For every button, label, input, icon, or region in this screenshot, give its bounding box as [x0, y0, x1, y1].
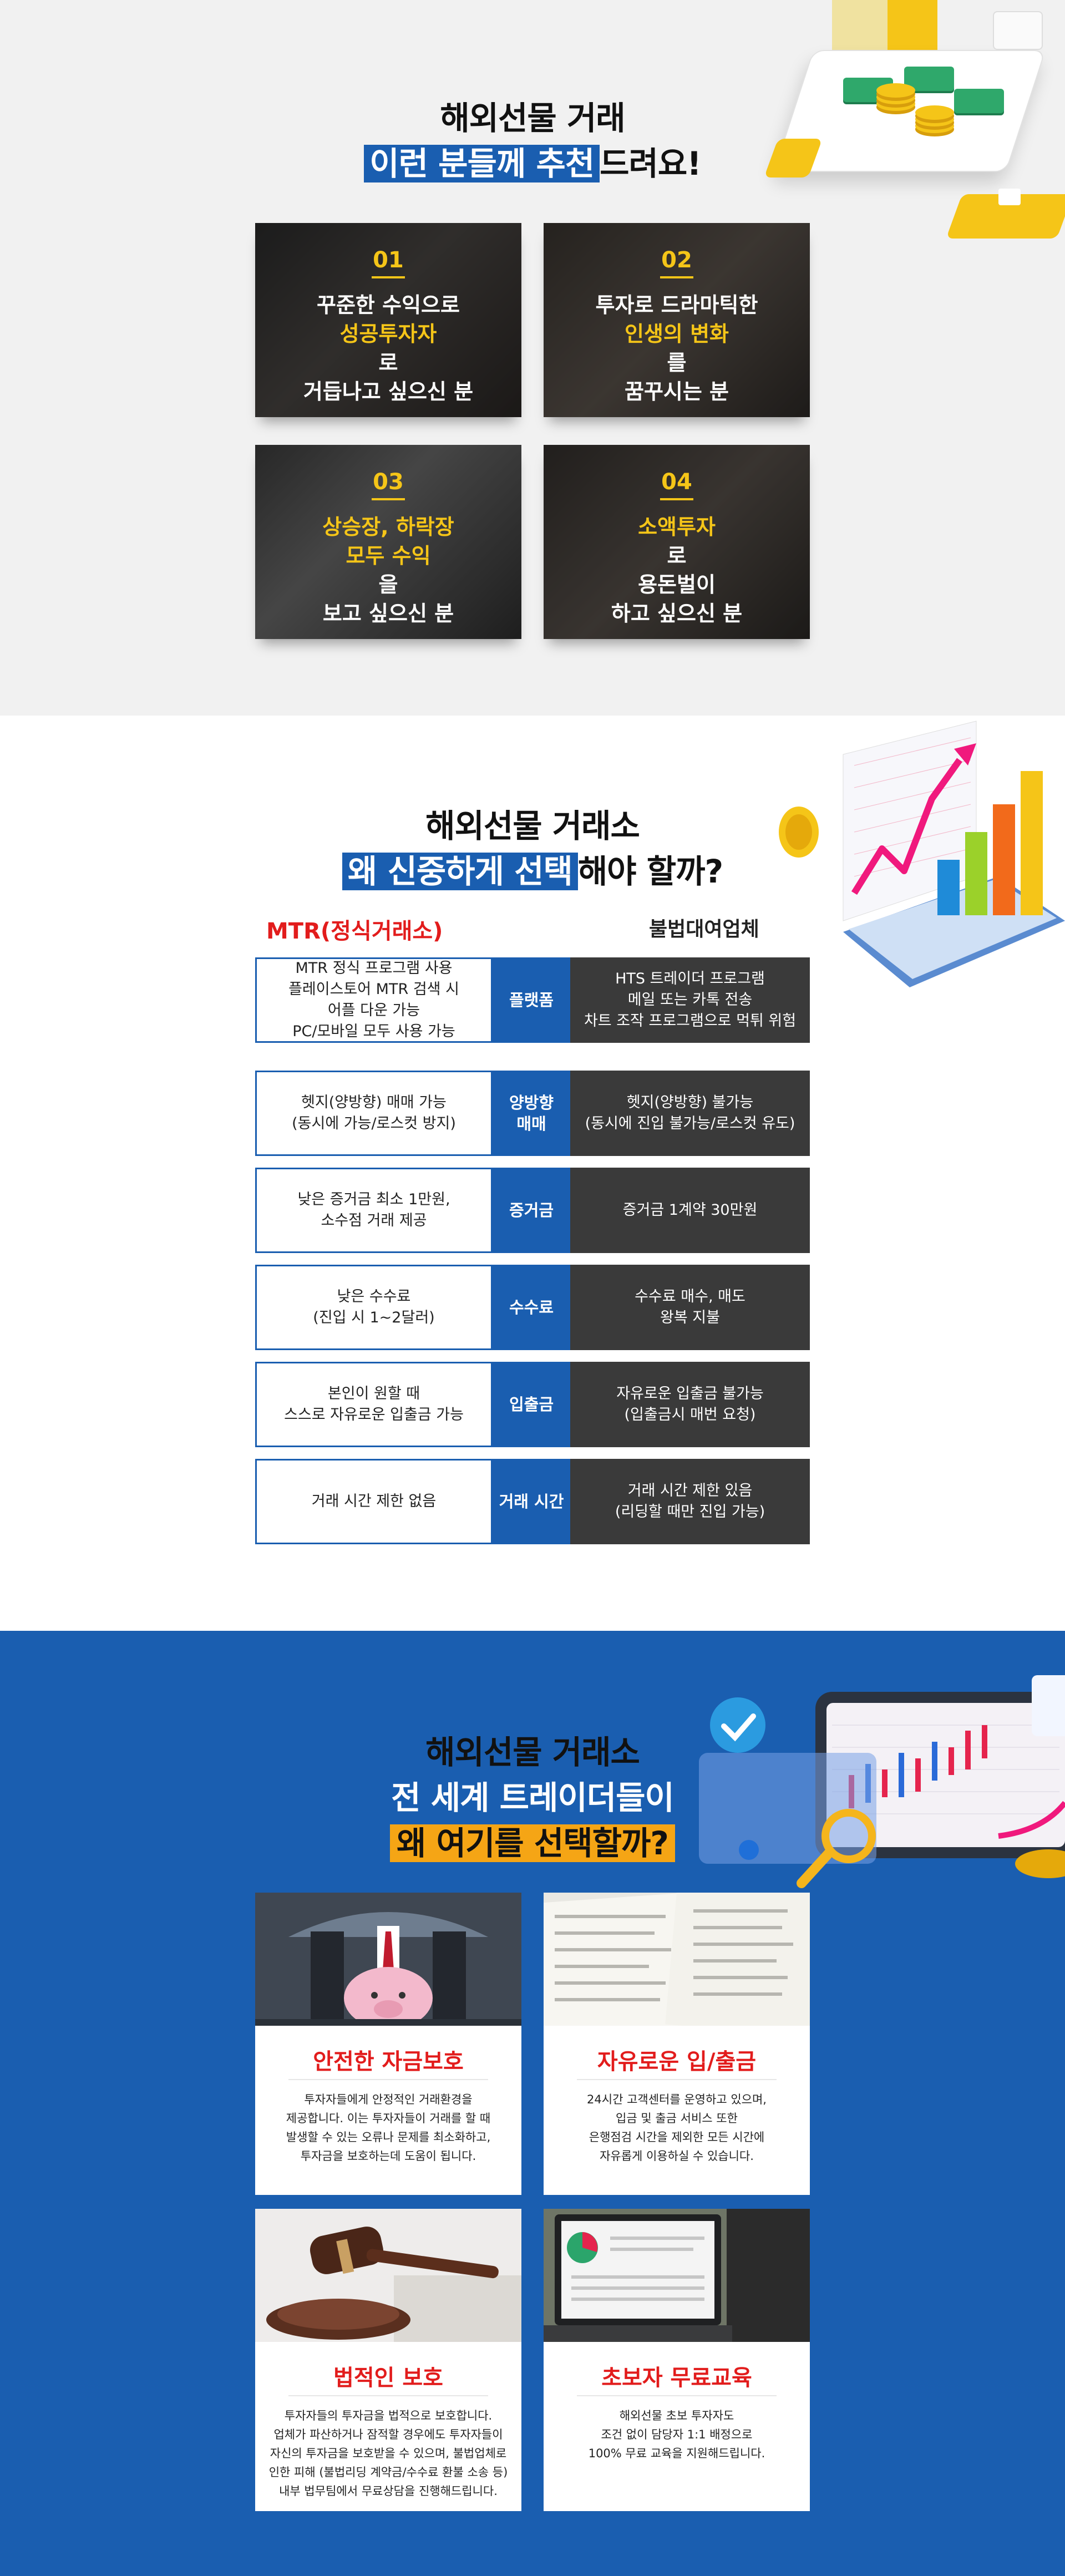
card-text: 소액투자 로 용돈벌이 하고 싶으신 분 — [544, 513, 810, 628]
card-text: 꾸준한 수익으로 성공투자자 로 거듭나고 싶으신 분 — [255, 291, 521, 406]
feature-description: 24시간 고객센터를 운영하고 있으며, 입금 및 출금 서비스 또한 은행점검 시… — [587, 2093, 767, 2163]
card-number: 04 — [544, 469, 810, 500]
recommend-card-02: 02 투자로 드라마틱한 인생의 변화 를 꿈꾸시는 분 — [544, 223, 810, 417]
judge-gavel-image — [255, 2209, 521, 2342]
comparison-row: MTR 정식 프로그램 사용 플레이스토어 MTR 검색 시 어플 다운 가능 PC/… — [255, 957, 810, 1043]
comparison-category: 수수료 — [493, 1265, 570, 1350]
recommend-title-highlight: 이런 분들께 추천 — [364, 145, 600, 182]
comparison-category: 거래 시간 — [493, 1459, 570, 1544]
feature-title: 안전한 자금보호 — [313, 2049, 464, 2075]
illegal-vendor-cell: 증거금 1계약 30만원 — [570, 1168, 810, 1253]
feature-card-free-deposit-withdrawal: 자유로운 입/출금 24시간 고객센터를 운영하고 있으며, 입금 및 출금 서비… — [544, 1893, 810, 2195]
illegal-vendor-header: 불법대여업체 — [649, 918, 759, 941]
comparison-title: 해외선물 거래소 왜 신중하게 선택 해야 할까? — [0, 803, 1065, 894]
card-line: 인생의 변화 를 — [624, 322, 729, 375]
comparison-row: 낮은 수수료 (진입 시 1~2달러) 수수료 수수료 매수, 매도 왕복 지불 — [255, 1265, 810, 1350]
comparison-category: 양방향 매매 — [493, 1071, 570, 1156]
illegal-vendor-cell: 자유로운 입출금 불가능 (입출금시 매번 요청) — [570, 1362, 810, 1447]
comparison-row: 거래 시간 제한 없음 거래 시간 거래 시간 제한 있음 (리딩할 때만 진입 가능… — [255, 1459, 810, 1544]
comparison-row: 낮은 증거금 최소 1만원, 소수점 거래 제공 증거금 증거금 1계약 30만원 — [255, 1168, 810, 1253]
recommend-card-03: 03 상승장, 하락장 모두 수익 을 보고 싶으신 분 — [255, 445, 521, 639]
legit-exchange-cell: 낮은 증거금 최소 1만원, 소수점 거래 제공 — [255, 1168, 493, 1253]
comparison-category: 입출금 — [493, 1362, 570, 1447]
legit-exchange-cell: MTR 정식 프로그램 사용 플레이스토어 MTR 검색 시 어플 다운 가능 PC/… — [255, 957, 493, 1043]
feature-description: 해외선물 초보 투자자도 조건 없이 담당자 1:1 배정으로 100% 무료 교육… — [588, 2409, 765, 2460]
feature-description: 투자자들의 투자금을 법적으로 보호합니다. 업체가 파산하거나 잠적할 경우에도… — [268, 2409, 508, 2498]
recommend-card-04: 04 소액투자 로 용돈벌이 하고 싶으신 분 — [544, 445, 810, 639]
card-line: 투자로 드라마틱한 — [595, 293, 758, 317]
card-line: 보고 싶으신 분 — [322, 601, 454, 626]
feature-title: 자유로운 입/출금 — [597, 2049, 757, 2075]
card-line: 꿈꾸시는 분 — [624, 379, 729, 404]
comparison-row: 헷지(양방향) 매매 가능 (동시에 가능/로스컷 방지) 양방향 매매 헷지(양방향)… — [255, 1071, 810, 1156]
illegal-vendor-cell: 거래 시간 제한 있음 (리딩할 때만 진입 가능) — [570, 1459, 810, 1544]
card-text: 상승장, 하락장 모두 수익 을 보고 싶으신 분 — [255, 513, 521, 628]
legit-exchange-cell: 거래 시간 제한 없음 — [255, 1459, 493, 1544]
card-line: 모두 수익 을 — [346, 544, 431, 597]
comparison-row: 본인이 원할 때 스스로 자유로운 입출금 가능 입출금 자유로운 입출금 불가능 (입… — [255, 1362, 810, 1447]
recommend-section: 해외선물 거래 이런 분들께 추천 드려요! 01 꾸준한 수익으로 성공투자자 로… — [0, 0, 1065, 716]
feature-card-legal-protection: 법적인 보호 투자자들의 투자금을 법적으로 보호합니다. 업체가 파산하거나 잠… — [255, 2209, 521, 2511]
bank-statement-image — [544, 1893, 810, 2026]
card-line: 거듭나고 싶으신 분 — [303, 379, 474, 404]
recommend-title: 해외선물 거래 이런 분들께 추천 드려요! — [0, 95, 1065, 186]
feature-card-fund-protection: 안전한 자금보호 투자자들에게 안정적인 거래환경을 제공합니다. 이는 투자자들… — [255, 1893, 521, 2195]
illegal-vendor-cell: HTS 트레이더 프로그램 메일 또는 카톡 전송 차트 조작 프로그램으로 먹튀 … — [570, 957, 810, 1043]
comparison-title-line1: 해외선물 거래소 — [425, 807, 640, 845]
legit-exchange-cell: 낮은 수수료 (진입 시 1~2달러) — [255, 1265, 493, 1350]
laptop-charts-image — [544, 2209, 810, 2342]
comparison-section: 해외선물 거래소 왜 신중하게 선택 해야 할까? MTR(정식거래소) 불법대여… — [0, 716, 1065, 1631]
legit-exchange-cell: 헷지(양방향) 매매 가능 (동시에 가능/로스컷 방지) — [255, 1071, 493, 1156]
comparison-title-suffix: 해야 할까? — [577, 853, 723, 890]
card-number: 02 — [544, 247, 810, 278]
card-line: 소액투자 로 — [638, 515, 716, 568]
feature-description: 투자자들에게 안정적인 거래환경을 제공합니다. 이는 투자자들이 거래를 할 때… — [286, 2093, 491, 2163]
feature-card-free-education: 초보자 무료교육 해외선물 초보 투자자도 조건 없이 담당자 1:1 배정으로 1… — [544, 2209, 810, 2511]
illegal-vendor-cell: 수수료 매수, 매도 왕복 지불 — [570, 1265, 810, 1350]
why-title-line2: 전 세계 트레이더들이 — [391, 1779, 674, 1817]
card-text: 투자로 드라마틱한 인생의 변화 를 꿈꾸시는 분 — [544, 291, 810, 406]
why-choose-section: 해외선물 거래소 전 세계 트레이더들이 왜 여기를 선택할까? 안전한 자금보… — [0, 1631, 1065, 2576]
card-line: 꾸준한 수익으로 — [317, 293, 460, 317]
comparison-category: 플랫폼 — [493, 957, 570, 1043]
card-number: 03 — [255, 469, 521, 500]
legit-exchange-header: MTR(정식거래소) — [266, 919, 443, 944]
why-title-line3: 왜 여기를 선택할까? — [0, 1821, 1065, 1866]
piggy-bank-umbrella-image — [255, 1893, 521, 2026]
recommend-title-suffix: 드려요! — [600, 145, 702, 182]
card-line: 성공투자자 로 — [339, 322, 437, 375]
comparison-title-highlight: 왜 신중하게 선택 — [342, 853, 578, 890]
card-line: 용돈벌이 — [638, 572, 716, 597]
why-title-line1: 해외선물 거래소 — [425, 1733, 640, 1771]
legit-exchange-cell: 본인이 원할 때 스스로 자유로운 입출금 가능 — [255, 1362, 493, 1447]
comparison-title-line2: 왜 신중하게 선택 해야 할까? — [0, 849, 1065, 894]
feature-title: 초보자 무료교육 — [601, 2365, 752, 2391]
card-line: 상승장, 하락장 — [322, 515, 454, 539]
comparison-category: 증거금 — [493, 1168, 570, 1253]
card-number: 01 — [255, 247, 521, 278]
why-title-highlight: 왜 여기를 선택할까? — [390, 1824, 675, 1862]
card-line: 하고 싶으신 분 — [611, 601, 743, 626]
why-title: 해외선물 거래소 전 세계 트레이더들이 왜 여기를 선택할까? — [0, 1730, 1065, 1866]
illegal-vendor-cell: 헷지(양방향) 불가능 (동시에 진입 불가능/로스컷 유도) — [570, 1071, 810, 1156]
feature-title: 법적인 보호 — [333, 2365, 443, 2391]
recommend-title-line2: 이런 분들께 추천 드려요! — [0, 141, 1065, 186]
recommend-title-line1: 해외선물 거래 — [440, 99, 625, 137]
recommend-card-01: 01 꾸준한 수익으로 성공투자자 로 거듭나고 싶으신 분 — [255, 223, 521, 417]
